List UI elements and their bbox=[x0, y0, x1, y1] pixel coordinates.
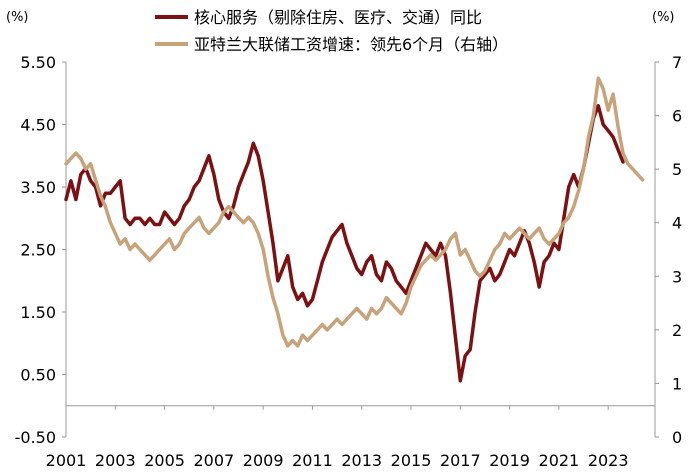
left-tick-label: 1.50 bbox=[20, 303, 56, 322]
x-tick-label: 2017 bbox=[440, 451, 481, 470]
left-tick-label: 0.50 bbox=[20, 366, 56, 385]
x-tick-label: 2001 bbox=[46, 451, 87, 470]
legend-label-atlanta-wage: 亚特兰大联储工资增速：领先6个月（右轴） bbox=[194, 35, 508, 54]
right-tick-label: 0 bbox=[672, 428, 682, 447]
series-line-atlanta-wage bbox=[64, 76, 645, 348]
x-tick-label: 2023 bbox=[588, 451, 629, 470]
legend-label-core-services: 核心服务（剔除住房、医疗、交通）同比 bbox=[194, 8, 482, 27]
right-axis-unit: (%) bbox=[652, 10, 675, 25]
right-tick-label: 5 bbox=[672, 160, 682, 179]
x-tick-label: 2009 bbox=[243, 451, 284, 470]
right-axis-ticks: 7 6 5 4 3 2 1 0 bbox=[655, 53, 682, 447]
right-tick-label: 1 bbox=[672, 374, 682, 393]
left-tick-label: 5.50 bbox=[20, 53, 56, 72]
x-tick-label: 2007 bbox=[194, 451, 235, 470]
right-tick-label: 2 bbox=[672, 321, 682, 340]
left-tick-label: -0.50 bbox=[15, 428, 56, 447]
right-tick-label: 3 bbox=[672, 267, 682, 286]
left-axis-unit: (%) bbox=[6, 10, 29, 25]
left-tick-label: 2.50 bbox=[20, 241, 56, 260]
left-tick-label: 3.50 bbox=[20, 178, 56, 197]
right-tick-label: 4 bbox=[672, 214, 682, 233]
x-tick-label: 2015 bbox=[391, 451, 432, 470]
left-tick-label: 4.50 bbox=[20, 116, 56, 135]
x-tick-label: 2019 bbox=[489, 451, 530, 470]
legend: 核心服务（剔除住房、医疗、交通）同比 亚特兰大联储工资增速：领先6个月（右轴） bbox=[155, 8, 508, 54]
x-tick-label: 2003 bbox=[95, 451, 136, 470]
x-axis-ticks: 2001 2003 2005 2007 2009 2011 2013 2015 2017 2019… bbox=[46, 405, 629, 470]
right-tick-label: 7 bbox=[672, 53, 682, 72]
x-tick-label: 2005 bbox=[144, 451, 185, 470]
right-tick-label: 6 bbox=[672, 107, 682, 126]
x-tick-label: 2013 bbox=[341, 451, 382, 470]
left-axis-ticks: 5.50 4.50 3.50 2.50 1.50 0.50 -0.50 bbox=[15, 53, 66, 447]
x-tick-label: 2021 bbox=[539, 451, 580, 470]
x-tick-label: 2011 bbox=[292, 451, 333, 470]
series-line-core-services bbox=[64, 104, 625, 383]
